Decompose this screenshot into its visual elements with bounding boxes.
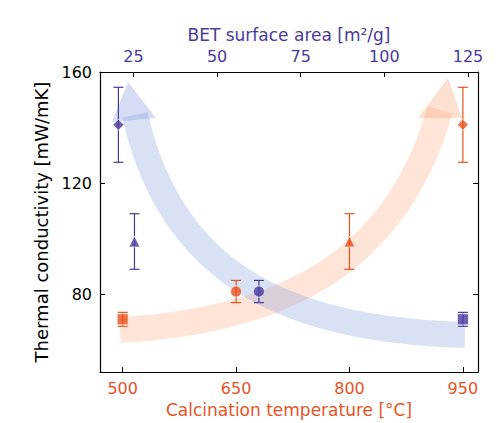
svg-text:80: 80 — [72, 285, 92, 304]
svg-text:800: 800 — [334, 379, 365, 398]
svg-text:100: 100 — [369, 47, 400, 66]
svg-text:500: 500 — [107, 379, 138, 398]
svg-text:BET surface area [m²/g]: BET surface area [m²/g] — [188, 25, 391, 45]
svg-text:650: 650 — [221, 379, 252, 398]
svg-text:120: 120 — [61, 174, 92, 193]
svg-text:160: 160 — [61, 63, 92, 82]
svg-text:Thermal conductivity [mW/mK]: Thermal conductivity [mW/mK] — [31, 82, 52, 364]
svg-text:950: 950 — [448, 379, 479, 398]
svg-text:Calcination temperature [°C]: Calcination temperature [°C] — [166, 400, 412, 420]
svg-text:25: 25 — [123, 47, 143, 66]
svg-text:125: 125 — [453, 47, 484, 66]
svg-text:75: 75 — [291, 47, 311, 66]
svg-text:50: 50 — [207, 47, 227, 66]
